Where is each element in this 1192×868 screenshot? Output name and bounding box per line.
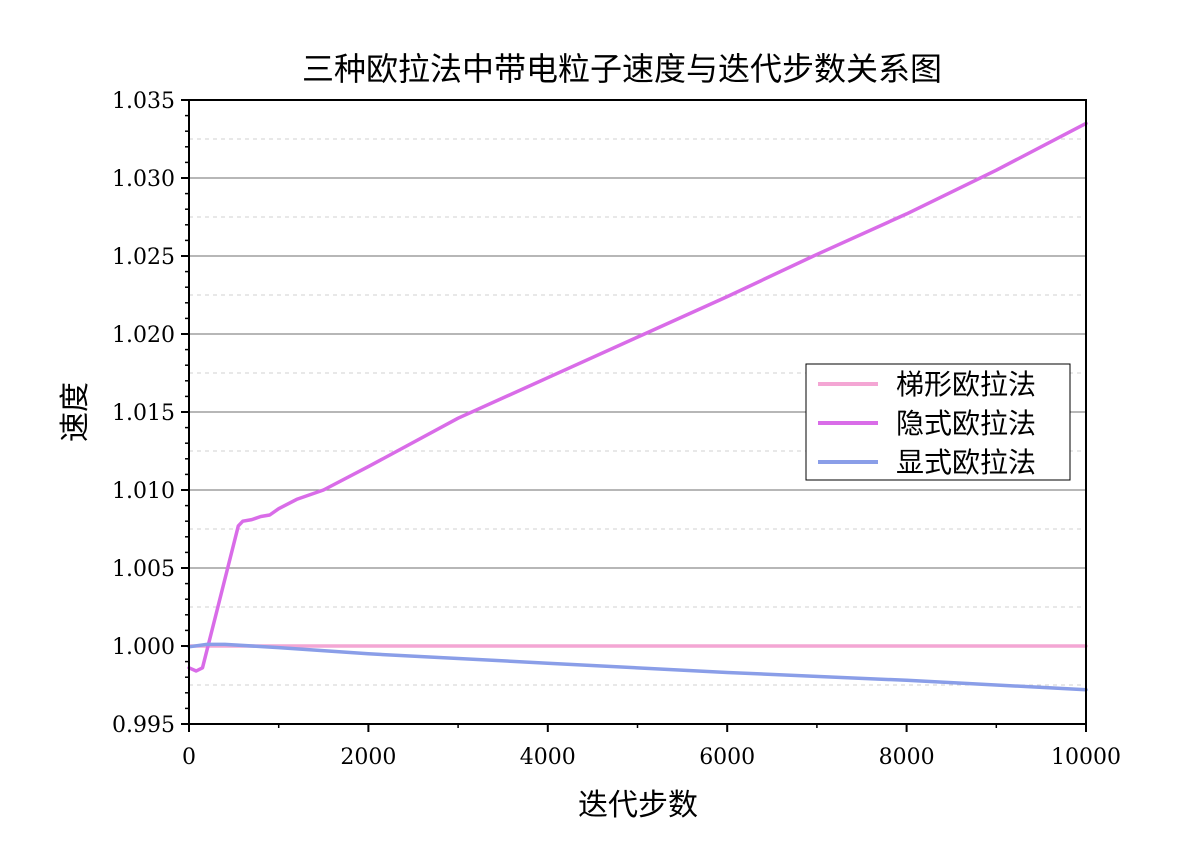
series-line-2	[187, 121, 1088, 673]
x-axis-label: 迭代步数	[578, 788, 698, 823]
legend-label-2: 隐式欧拉法	[896, 407, 1036, 440]
y-tick-label: 1.000	[112, 635, 175, 660]
y-tick-label: 1.025	[112, 245, 175, 270]
x-tick-label: 10000	[1051, 745, 1121, 770]
y-tick-label: 1.020	[112, 323, 175, 348]
x-tick-label: 0	[182, 745, 196, 770]
chart-title: 三种欧拉法中带电粒子速度与迭代步数关系图	[302, 50, 942, 88]
legend-label-1: 梯形欧拉法	[896, 368, 1036, 401]
y-tick-label: 1.005	[112, 557, 175, 582]
axis-ticks	[181, 99, 1087, 732]
y-axis-label: 速度	[58, 382, 93, 442]
x-tick-label: 8000	[879, 745, 935, 770]
y-tick-label: 1.015	[112, 401, 175, 426]
x-tick-label: 4000	[520, 745, 576, 770]
y-tick-label: 0.995	[112, 713, 175, 738]
x-tick-label: 2000	[340, 745, 396, 770]
tick-labels: 0.995 1.000 1.005 1.010 1.015 1.020 1.025 1.030…	[112, 89, 1121, 770]
y-tick-label: 1.030	[112, 167, 175, 192]
legend-label-3: 显式欧拉法	[896, 446, 1036, 479]
y-tick-label: 1.035	[112, 89, 175, 114]
x-tick-label: 6000	[699, 745, 755, 770]
series-group	[187, 121, 1088, 692]
y-tick-label: 1.010	[112, 479, 175, 504]
series-line-3	[187, 642, 1088, 692]
